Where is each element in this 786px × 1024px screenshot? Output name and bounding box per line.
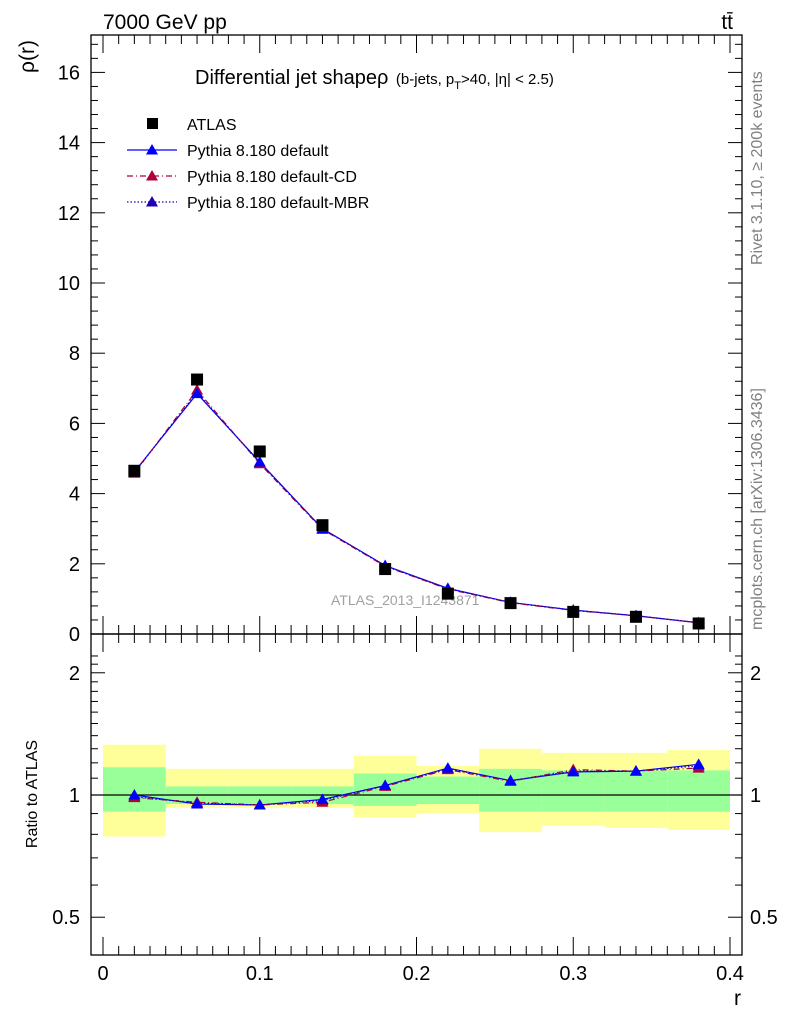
- chart-title-sub-T: T: [454, 80, 461, 92]
- y-tick-label: 10: [58, 273, 80, 295]
- ratio-inner-band: [416, 776, 480, 805]
- ratio-point: [504, 774, 517, 786]
- legend: ATLAS Pythia 8.180 default Pythia 8.180 …: [127, 117, 369, 212]
- ratio-line-1: [134, 767, 699, 806]
- atlas-data-point: [253, 445, 266, 458]
- y-tick-label: 12: [58, 203, 80, 225]
- x-tick-label: 0.1: [246, 963, 274, 985]
- chart-title: Differential jet shapeρ (b-jets, pT>40, …: [195, 67, 554, 92]
- ratio-point: [692, 758, 705, 769]
- mc-point: [253, 456, 266, 467]
- atlas-data-point: [316, 519, 329, 532]
- ratio-point: [441, 762, 454, 773]
- x-tick-label: 0.4: [716, 963, 744, 985]
- chart-title-sub: (b-jets, p: [396, 71, 454, 88]
- x-tick-label: 0.3: [559, 963, 587, 985]
- y-tick-label: 2: [69, 554, 80, 576]
- ratio-inner-band: [667, 770, 730, 812]
- y-tick-label: 14: [58, 133, 80, 155]
- ratio-point: [567, 765, 580, 777]
- x-tick-label: 0.2: [403, 963, 431, 985]
- mc-point: [191, 387, 204, 399]
- ratio-line-2: [134, 765, 699, 806]
- process-label: tt̄: [721, 11, 733, 34]
- x-tick-label: 0: [97, 963, 108, 985]
- ratio-point: [629, 765, 642, 776]
- source-label: mcplots.cern.ch [arXiv:1306.3436]: [749, 388, 766, 630]
- series-line-1: [133, 392, 699, 624]
- legend-atlas-label: ATLAS: [187, 117, 237, 134]
- legend-marker-1: [146, 144, 158, 155]
- series-line-3: [133, 391, 699, 624]
- ratio-lines: [134, 763, 699, 806]
- main-markers: [128, 373, 705, 630]
- main-ticks: 0 2 4 6 8 10 12 14 16: [58, 35, 742, 646]
- ratio-y-tick-label: 2: [69, 663, 80, 685]
- atlas-data-point: [128, 464, 141, 477]
- ratio-point: [191, 798, 204, 809]
- atlas-data-point: [504, 597, 517, 610]
- atlas-data-point: [191, 373, 204, 386]
- ratio-markers: [128, 758, 705, 810]
- chart-title-main: Differential jet shapeρ: [195, 67, 388, 89]
- legend-default-label: Pythia 8.180 default: [187, 143, 329, 160]
- legend-cd-label: Pythia 8.180 default-CD: [187, 169, 357, 186]
- ratio-y-tick-label-right: 1: [750, 785, 761, 807]
- ratio-ticks: 0.5 0.5 1 1 2 2 0 0.1 0.2 0.3 0.4: [52, 634, 778, 985]
- watermark: ATLAS_2013_I1243871: [331, 592, 480, 608]
- ratio-inner-band: [541, 770, 605, 812]
- ratio-panel: 0.5 0.5 1 1 2 2 0 0.1 0.2 0.3 0.4 Ratio to ATLAS r: [24, 633, 778, 1010]
- y-tick-label: 4: [69, 484, 80, 506]
- ratio-point: [128, 789, 141, 800]
- y-tick-label: 8: [69, 343, 80, 365]
- main-panel: 0 2 4 6 8 10 12 14 16 ρ(r) Differential jet shap…: [16, 34, 743, 646]
- ratio-point: [253, 798, 266, 810]
- main-y-label: ρ(r): [16, 40, 39, 73]
- atlas-data-point: [692, 617, 705, 630]
- y-tick-label: 0: [69, 624, 80, 646]
- legend-mbr-label: Pythia 8.180 default-MBR: [187, 195, 369, 212]
- ratio-y-tick-label: 0.5: [52, 907, 80, 929]
- atlas-data-point: [567, 605, 580, 618]
- series-line-2: [133, 389, 699, 624]
- x-axis-label: r: [734, 987, 741, 1010]
- y-tick-label: 16: [58, 62, 80, 84]
- ratio-y-label: Ratio to ATLAS: [24, 740, 41, 848]
- main-lines: [133, 389, 699, 624]
- ratio-inner-band: [604, 770, 668, 812]
- ratio-point: [379, 779, 392, 791]
- atlas-data-point: [441, 587, 454, 600]
- y-tick-label: 6: [69, 413, 80, 435]
- ratio-y-tick-label-right: 0.5: [750, 907, 778, 929]
- energy-label: 7000 GeV pp: [103, 11, 227, 34]
- legend-marker-2: [146, 170, 158, 181]
- ratio-y-tick-label-right: 2: [750, 663, 761, 685]
- ratio-point: [316, 793, 329, 804]
- legend-atlas-marker: [147, 118, 158, 129]
- legend-marker-3: [146, 196, 158, 207]
- ratio-bands: [103, 744, 730, 837]
- ratio-y-tick-label: 1: [69, 785, 80, 807]
- rivet-label: Rivet 3.1.10, ≥ 200k events: [749, 71, 766, 265]
- chart-title-sub-end: >40, |η| < 2.5): [461, 71, 554, 88]
- atlas-data-point: [629, 610, 642, 623]
- atlas-data-point: [379, 563, 392, 576]
